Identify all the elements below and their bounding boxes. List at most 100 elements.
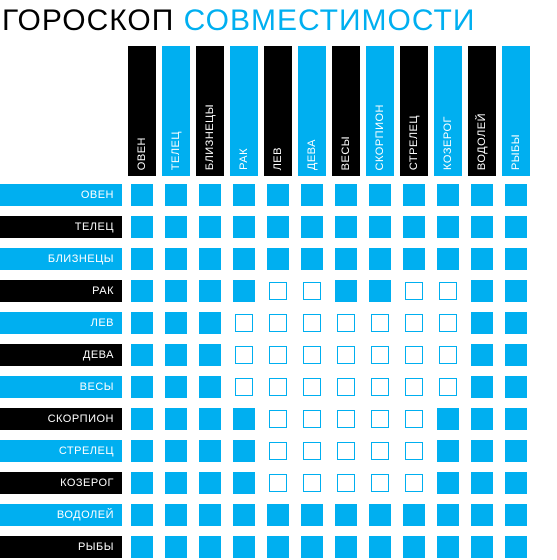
col-header: ОВЕН [128, 46, 156, 176]
row-header: ЛЕВ [0, 312, 122, 334]
compat-cell [162, 216, 190, 238]
cell-filled-icon [437, 440, 459, 462]
row-header-label: СТРЕЛЕЦ [59, 445, 114, 457]
compat-cell [502, 536, 530, 558]
row-cells [128, 408, 530, 430]
cell-empty-icon [269, 378, 287, 396]
row-header: ВЕСЫ [0, 376, 122, 398]
compat-cell [298, 312, 326, 334]
cell-filled-icon [369, 248, 391, 270]
compat-cell [264, 184, 292, 206]
col-header-label: ЛЕВ [272, 147, 284, 170]
compat-cell [434, 184, 462, 206]
col-header-label: ВОДОЛЕЙ [476, 113, 488, 170]
compat-cell [366, 312, 394, 334]
compat-cell [332, 344, 360, 366]
cell-filled-icon [505, 184, 527, 206]
cell-filled-icon [165, 184, 187, 206]
compat-cell [366, 536, 394, 558]
cell-filled-icon [233, 280, 255, 302]
col-header-label: ТЕЛЕЦ [170, 131, 182, 170]
cell-empty-icon [303, 474, 321, 492]
cell-filled-icon [369, 504, 391, 526]
cell-filled-icon [233, 440, 255, 462]
compat-cell [196, 504, 224, 526]
cell-filled-icon [131, 376, 153, 398]
row-header-label: ОВЕН [81, 189, 114, 201]
col-header: БЛИЗНЕЦЫ [196, 46, 224, 176]
compat-cell [196, 408, 224, 430]
compat-cell [468, 280, 496, 302]
compat-cell [162, 440, 190, 462]
table-row: ВОДОЛЕЙ [0, 502, 557, 528]
row-cells [128, 184, 530, 206]
col-header-label: РАК [238, 148, 250, 170]
cell-empty-icon [303, 378, 321, 396]
cell-empty-icon [269, 346, 287, 364]
row-header: СКОРПИОН [0, 408, 122, 430]
compat-cell [264, 312, 292, 334]
cell-filled-icon [199, 376, 221, 398]
row-header-label: ЛЕВ [91, 317, 114, 329]
col-header: РЫБЫ [502, 46, 530, 176]
cell-filled-icon [131, 504, 153, 526]
cell-empty-icon [371, 474, 389, 492]
compat-cell [298, 504, 326, 526]
compat-cell [400, 440, 428, 462]
cell-empty-icon [303, 282, 321, 300]
cell-filled-icon [471, 440, 493, 462]
cell-empty-icon [405, 442, 423, 460]
col-header-label: СКОРПИОН [374, 104, 386, 170]
cell-empty-icon [337, 474, 355, 492]
compat-cell [128, 536, 156, 558]
compat-cell [400, 280, 428, 302]
cell-filled-icon [233, 472, 255, 494]
compat-cell [264, 504, 292, 526]
table-row: СТРЕЛЕЦ [0, 438, 557, 464]
compat-cell [196, 216, 224, 238]
compat-cell [128, 408, 156, 430]
cell-empty-icon [269, 474, 287, 492]
compat-cell [434, 408, 462, 430]
cell-empty-icon [371, 346, 389, 364]
compat-cell [468, 312, 496, 334]
compat-cell [502, 504, 530, 526]
compat-cell [196, 248, 224, 270]
compat-cell [162, 312, 190, 334]
compat-cell [400, 344, 428, 366]
cell-filled-icon [301, 504, 323, 526]
cell-filled-icon [267, 216, 289, 238]
cell-filled-icon [437, 536, 459, 558]
cell-filled-icon [131, 216, 153, 238]
cell-filled-icon [199, 408, 221, 430]
row-header-label: ДЕВА [83, 349, 114, 361]
row-header: СТРЕЛЕЦ [0, 440, 122, 462]
compat-cell [366, 440, 394, 462]
compat-cell [264, 248, 292, 270]
compat-cell [468, 536, 496, 558]
compat-cell [332, 536, 360, 558]
cell-filled-icon [471, 248, 493, 270]
cell-filled-icon [369, 184, 391, 206]
compat-cell [468, 216, 496, 238]
cell-filled-icon [267, 504, 289, 526]
compat-cell [468, 472, 496, 494]
compat-cell [400, 408, 428, 430]
cell-filled-icon [301, 248, 323, 270]
cell-filled-icon [437, 472, 459, 494]
cell-filled-icon [165, 440, 187, 462]
row-header-label: РАК [92, 285, 114, 297]
cell-filled-icon [131, 248, 153, 270]
compat-cell [400, 504, 428, 526]
col-header-label: БЛИЗНЕЦЫ [204, 104, 216, 170]
compat-cell [366, 248, 394, 270]
cell-filled-icon [369, 216, 391, 238]
compat-cell [128, 280, 156, 302]
compat-cell [332, 184, 360, 206]
cell-filled-icon [233, 536, 255, 558]
compat-cell [468, 408, 496, 430]
table-row: СКОРПИОН [0, 406, 557, 432]
row-cells [128, 504, 530, 526]
col-header-label: ОВЕН [136, 137, 148, 170]
col-header: ТЕЛЕЦ [162, 46, 190, 176]
